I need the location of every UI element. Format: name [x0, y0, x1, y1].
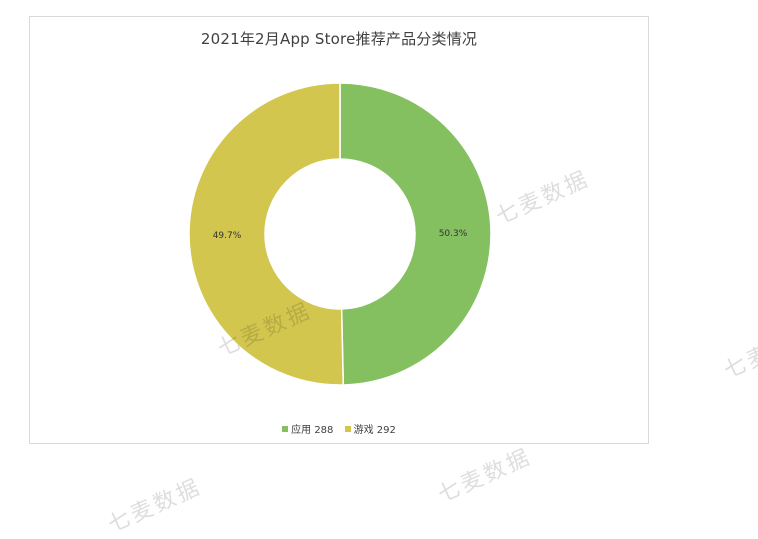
- data-label-games: 49.7%: [213, 231, 242, 241]
- legend-swatch-apps: [282, 426, 289, 432]
- chart-frame: 2021年2月App Store推荐产品分类情况 50.3% 49.7% 应用 2…: [29, 16, 649, 444]
- chart-title: 2021年2月App Store推荐产品分类情况: [200, 30, 478, 48]
- donut-chart: 50.3% 49.7%: [188, 82, 492, 386]
- data-label-apps: 50.3%: [439, 229, 468, 239]
- watermark: 七麦数据: [104, 474, 206, 539]
- legend-item-games: 游戏 292: [344, 421, 396, 436]
- legend-swatch-games: [344, 426, 351, 432]
- chart-legend: 应用 288 游戏 292: [30, 421, 648, 436]
- donut-slice-apps: [339, 82, 492, 386]
- legend-label-games: 游戏 292: [353, 425, 396, 436]
- watermark: 七麦数据: [720, 320, 758, 385]
- legend-label-apps: 应用 288: [291, 425, 334, 436]
- legend-item-apps: 应用 288: [282, 421, 333, 436]
- donut-slice-games: [188, 82, 345, 386]
- watermark: 七麦数据: [434, 444, 536, 509]
